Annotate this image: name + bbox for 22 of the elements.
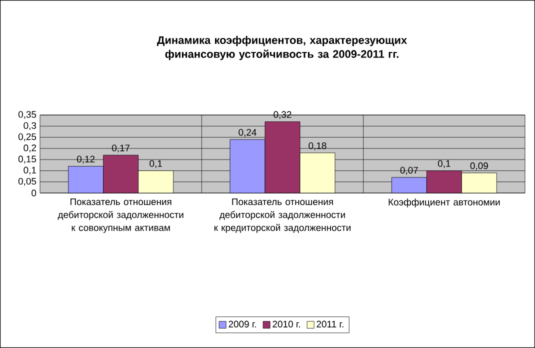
- y-tick-label: 0,3: [24, 122, 36, 130]
- legend-label: 2009 г.: [228, 320, 256, 328]
- y-tick-label: 0,35: [18, 111, 36, 119]
- y-tick-label: 0,15: [18, 156, 36, 164]
- y-tick-label: 0: [32, 190, 36, 196]
- data-label: 0,1: [150, 160, 162, 168]
- y-tick-label: 0,05: [18, 178, 36, 186]
- x-tick-label: Коэффициент автономии: [388, 198, 500, 208]
- x-tick-label: Показатель отношения дебиторской задолженности к кредиторской задолженности: [214, 198, 351, 233]
- chart-title: Динамика коэффициентов, характерезующих финансовую устойчивость за 2009-2011 гг.: [157, 36, 408, 60]
- y-tick-label: 0,2: [24, 144, 36, 152]
- data-label: 0,12: [76, 156, 95, 164]
- data-label: 0,1: [438, 160, 450, 168]
- y-tick-label: 0,1: [24, 166, 36, 175]
- legend-label: 2010 г.: [272, 320, 300, 328]
- x-tick-label: Показатель отношения дебиторской задолженности к совокупным активам: [58, 198, 184, 233]
- data-label: 0,24: [238, 128, 256, 137]
- data-label: 0,17: [112, 144, 130, 152]
- data-label: 0,18: [308, 142, 326, 150]
- legend-label: 2011 г.: [316, 320, 344, 328]
- data-label: 0,09: [470, 162, 488, 170]
- y-tick-label: 0,25: [18, 133, 36, 142]
